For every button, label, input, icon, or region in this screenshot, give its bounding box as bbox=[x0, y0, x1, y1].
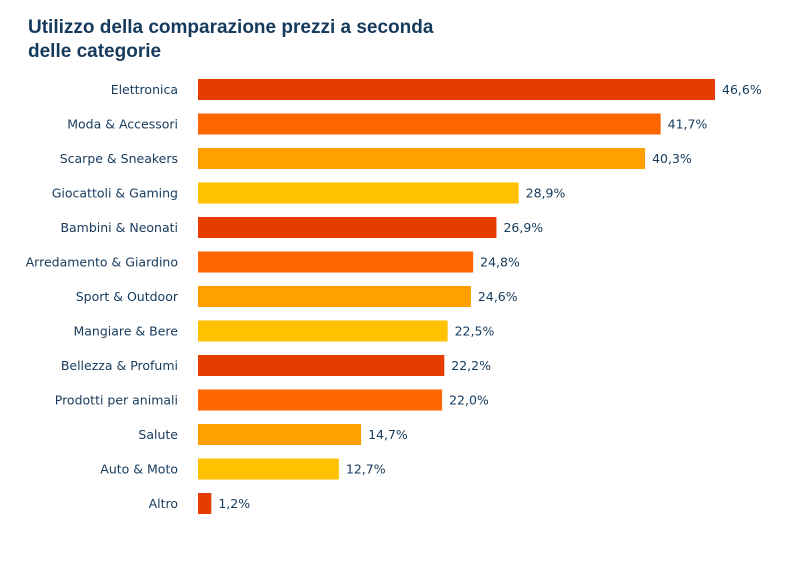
category-label-mangiare-and-bere: Mangiare & Bere bbox=[73, 324, 178, 339]
value-label-bellezza-and-profumi: 22,2% bbox=[451, 358, 491, 373]
category-label-sport-and-outdoor: Sport & Outdoor bbox=[76, 289, 179, 304]
category-label-bellezza-and-profumi: Bellezza & Profumi bbox=[61, 358, 178, 373]
category-label-salute: Salute bbox=[138, 427, 178, 442]
category-label-moda-and-accessori: Moda & Accessori bbox=[67, 117, 178, 132]
bar-bellezza-and-profumi bbox=[198, 355, 445, 376]
bar-prodotti-per-animali bbox=[198, 389, 443, 411]
category-label-prodotti-per-animali: Prodotti per animali bbox=[55, 393, 178, 408]
value-label-auto-and-moto: 12,7% bbox=[346, 462, 386, 477]
category-label-auto-and-moto: Auto & Moto bbox=[100, 462, 178, 477]
bar-bambini-and-neonati bbox=[198, 217, 497, 238]
value-label-giocattoli-and-gaming: 28,9% bbox=[526, 186, 566, 201]
value-label-altro: 1,2% bbox=[218, 496, 250, 511]
bar-giocattoli-and-gaming bbox=[198, 182, 519, 204]
category-label-arredamento-and-giardino: Arredamento & Giardino bbox=[26, 255, 178, 270]
bar-altro bbox=[198, 493, 212, 514]
value-label-sport-and-outdoor: 24,6% bbox=[478, 289, 518, 304]
value-label-mangiare-and-bere: 22,5% bbox=[455, 324, 495, 339]
bar-scarpe-and-sneakers bbox=[198, 148, 646, 169]
bar-sport-and-outdoor bbox=[198, 286, 471, 307]
category-label-elettronica: Elettronica bbox=[111, 82, 178, 97]
value-label-elettronica: 46,6% bbox=[722, 82, 762, 97]
category-label-scarpe-and-sneakers: Scarpe & Sneakers bbox=[60, 151, 178, 166]
bar-elettronica bbox=[198, 79, 715, 100]
bar-salute bbox=[198, 424, 362, 445]
value-label-prodotti-per-animali: 22,0% bbox=[449, 393, 489, 408]
value-label-scarpe-and-sneakers: 40,3% bbox=[652, 151, 692, 166]
value-label-bambini-and-neonati: 26,9% bbox=[503, 220, 543, 235]
value-label-salute: 14,7% bbox=[368, 427, 408, 442]
bar-moda-and-accessori bbox=[198, 113, 661, 135]
bar-mangiare-and-bere bbox=[198, 320, 448, 342]
value-label-arredamento-and-giardino: 24,8% bbox=[480, 255, 520, 270]
bar-arredamento-and-giardino bbox=[198, 251, 474, 273]
category-label-altro: Altro bbox=[149, 496, 178, 511]
category-label-giocattoli-and-gaming: Giocattoli & Gaming bbox=[52, 186, 178, 201]
chart-title: Utilizzo della comparazione prezzi a sec… bbox=[28, 17, 434, 62]
bar-auto-and-moto bbox=[198, 458, 339, 480]
value-label-moda-and-accessori: 41,7% bbox=[668, 117, 708, 132]
category-label-bambini-and-neonati: Bambini & Neonati bbox=[60, 220, 178, 235]
